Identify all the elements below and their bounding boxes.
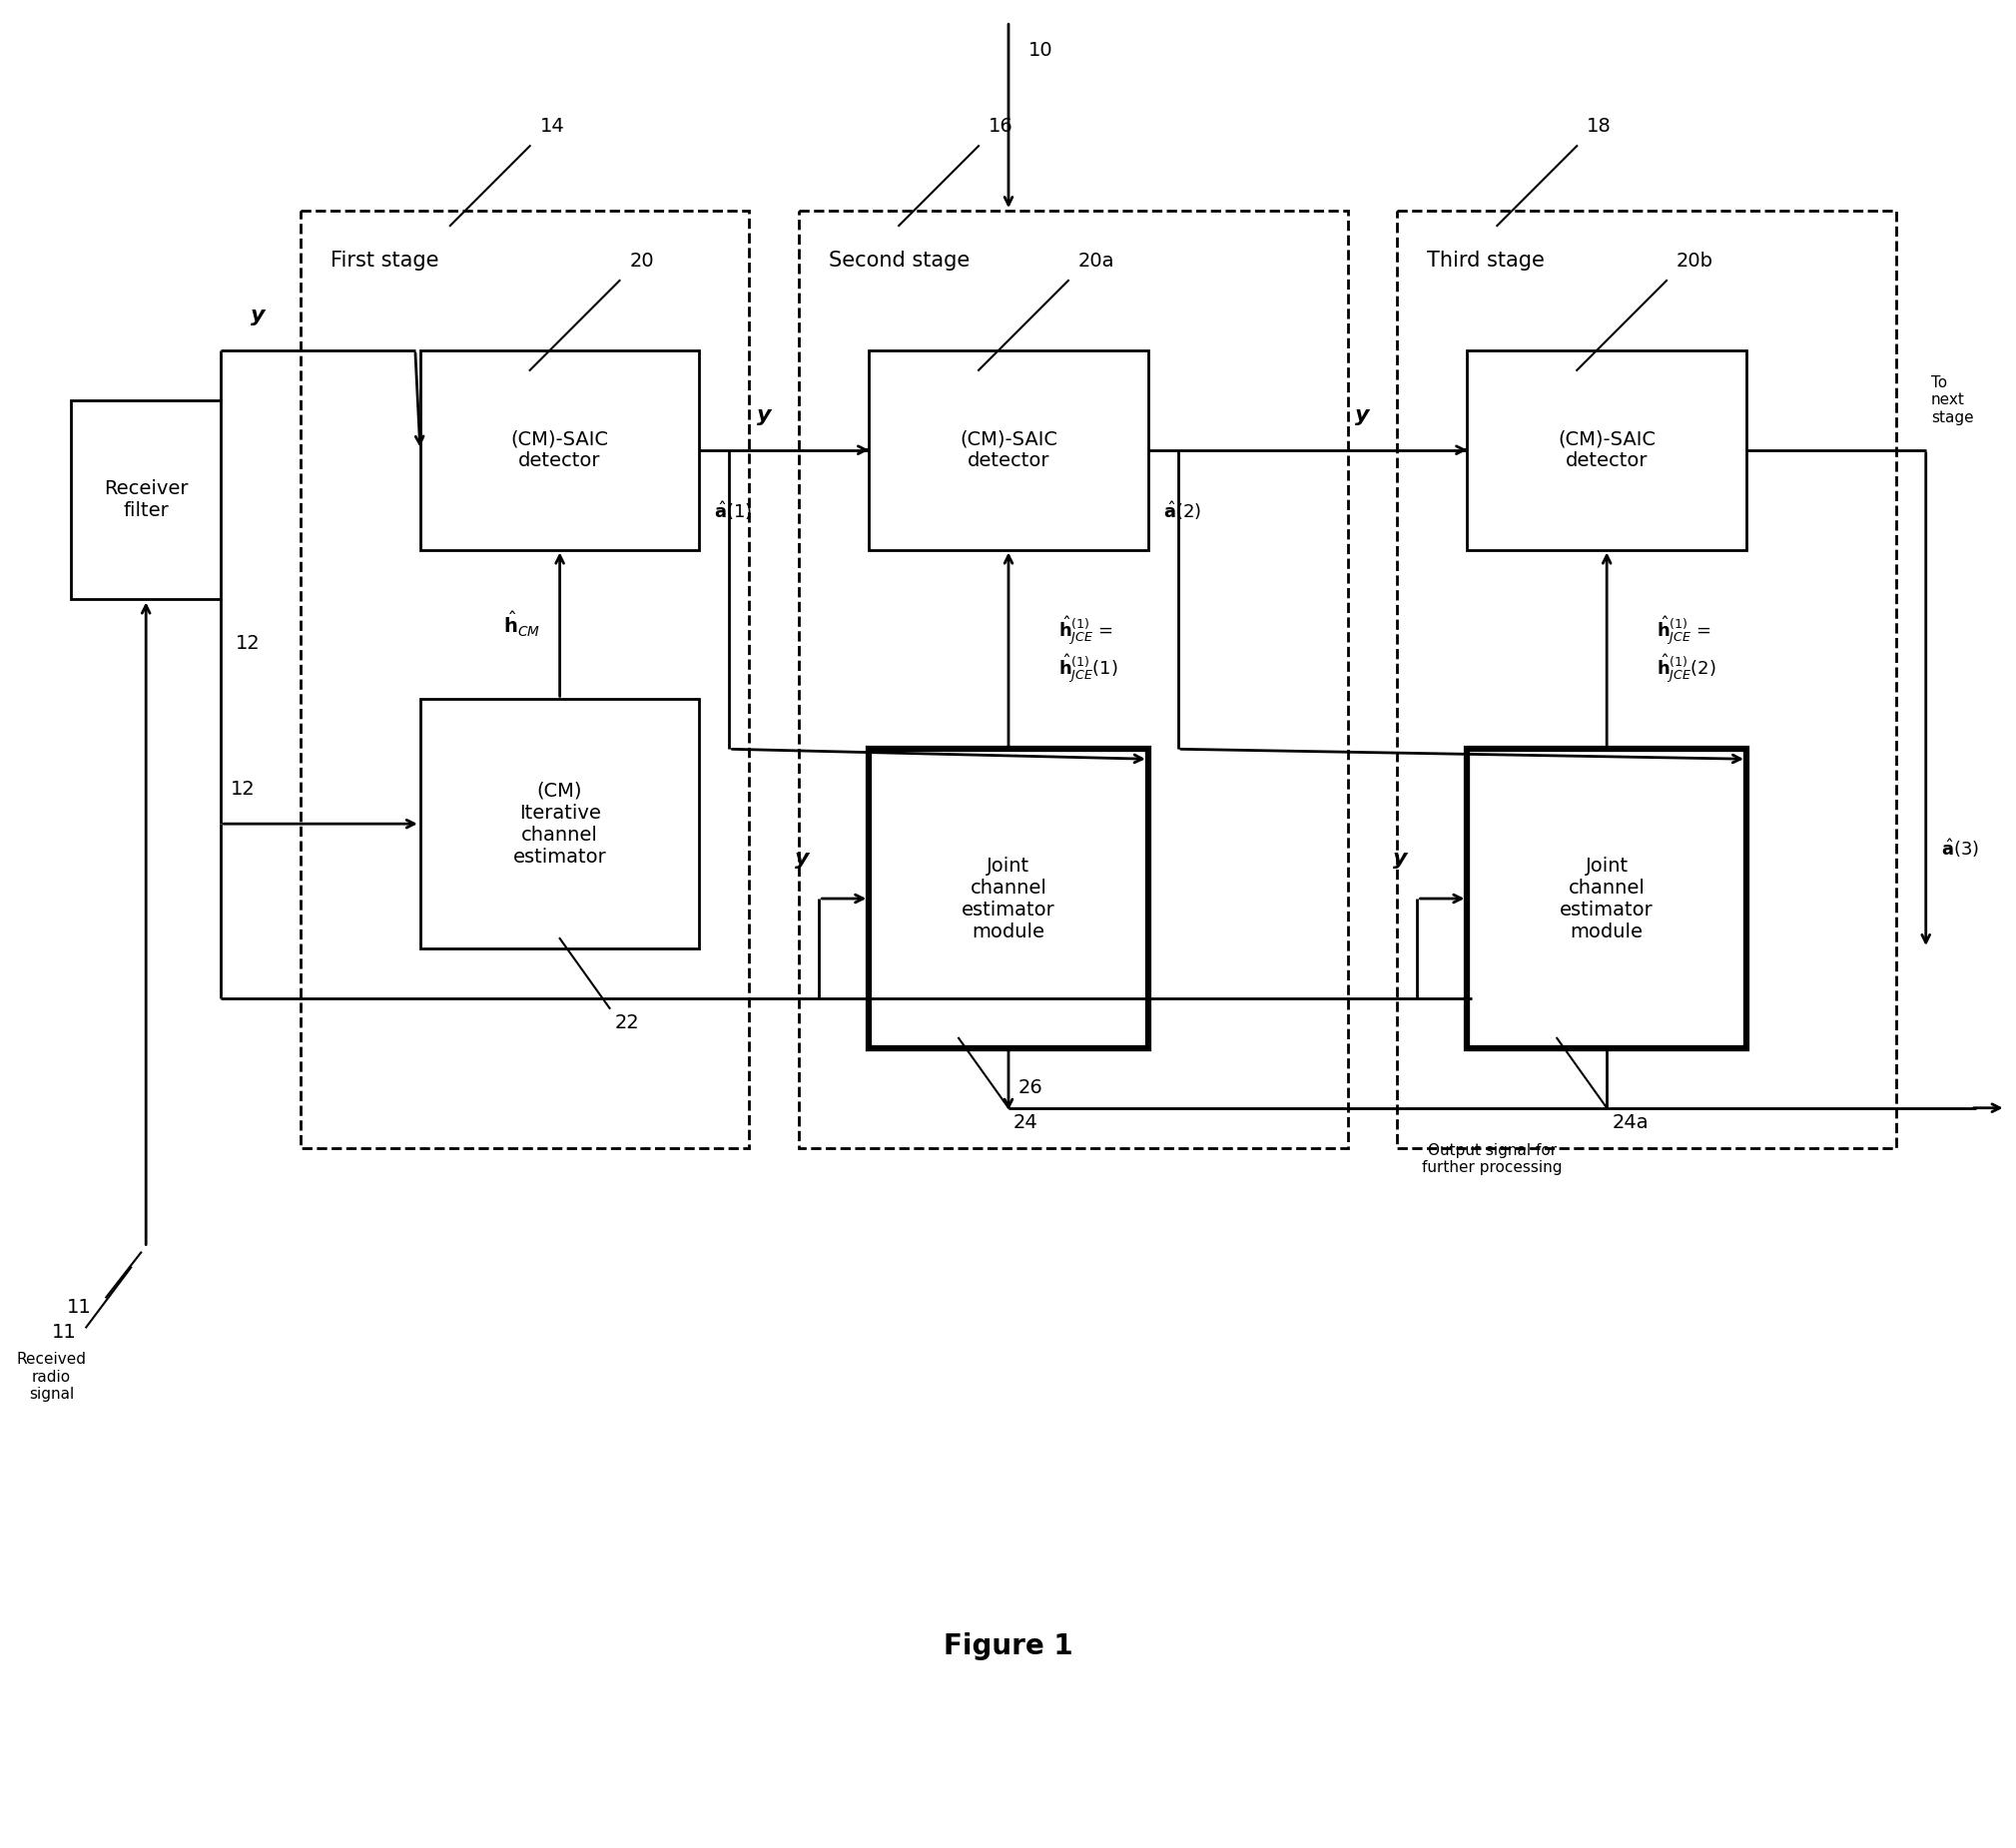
Bar [869, 351, 1147, 549]
Text: Output signal for
further processing: Output signal for further processing [1421, 1142, 1562, 1175]
Text: 11: 11 [52, 1323, 77, 1342]
Text: $\hat{\mathbf{a}}$(1): $\hat{\mathbf{a}}$(1) [714, 499, 752, 523]
Text: 20b: 20b [1677, 251, 1714, 270]
Text: Second stage: Second stage [829, 251, 970, 270]
Text: 22: 22 [615, 1013, 639, 1033]
Text: $\hat{\mathbf{a}}$(3): $\hat{\mathbf{a}}$(3) [1941, 837, 1980, 859]
Text: $\hat{\mathbf{a}}$(2): $\hat{\mathbf{a}}$(2) [1163, 499, 1202, 523]
Text: Figure 1: Figure 1 [943, 1632, 1073, 1660]
Text: Received
radio
signal: Received radio signal [16, 1353, 87, 1403]
Text: 26: 26 [1018, 1077, 1042, 1098]
Text: 10: 10 [1028, 41, 1052, 61]
Text: (CM)-SAIC
detector: (CM)-SAIC detector [510, 429, 609, 471]
Text: y: y [1393, 848, 1407, 869]
Text: (CM)-SAIC
detector: (CM)-SAIC detector [1558, 429, 1655, 471]
Text: y: y [794, 848, 808, 869]
Text: 18: 18 [1587, 116, 1611, 137]
Text: 24a: 24a [1611, 1112, 1649, 1131]
Text: 14: 14 [540, 116, 564, 137]
Text: Third stage: Third stage [1427, 251, 1544, 270]
Bar [1468, 748, 1746, 1048]
Text: Receiver
filter: Receiver filter [103, 479, 187, 521]
Text: $\hat{\mathbf{h}}_{CM}$: $\hat{\mathbf{h}}_{CM}$ [502, 610, 540, 639]
Text: y: y [1355, 405, 1369, 425]
Text: 11: 11 [67, 1297, 91, 1318]
Text: (CM)-SAIC
detector: (CM)-SAIC detector [960, 429, 1058, 471]
Text: y: y [250, 305, 266, 325]
Bar [419, 351, 700, 549]
Text: Joint
channel
estimator
module: Joint channel estimator module [962, 856, 1054, 941]
Bar [869, 748, 1147, 1048]
Bar [419, 699, 700, 948]
Text: 12: 12 [230, 780, 256, 798]
Text: 12: 12 [236, 634, 260, 654]
Bar [71, 401, 222, 599]
Bar [1397, 211, 1895, 1148]
Text: 20: 20 [629, 251, 653, 270]
Text: $\hat{\mathbf{h}}_{JCE}^{(1)}$ =
$\hat{\mathbf{h}}_{JCE}^{(1)}$(2): $\hat{\mathbf{h}}_{JCE}^{(1)}$ = $\hat{\… [1657, 614, 1716, 684]
Text: Joint
channel
estimator
module: Joint channel estimator module [1560, 856, 1653, 941]
Text: 16: 16 [988, 116, 1014, 137]
Bar [1468, 351, 1746, 549]
Bar [300, 211, 750, 1148]
Text: First stage: First stage [331, 251, 439, 270]
Text: To
next
stage: To next stage [1931, 375, 1974, 425]
Text: 20a: 20a [1079, 251, 1115, 270]
Bar [798, 211, 1347, 1148]
Text: 24: 24 [1014, 1112, 1038, 1131]
Text: y: y [756, 405, 772, 425]
Text: $\hat{\mathbf{h}}_{JCE}^{(1)}$ =
$\hat{\mathbf{h}}_{JCE}^{(1)}$(1): $\hat{\mathbf{h}}_{JCE}^{(1)}$ = $\hat{\… [1058, 614, 1119, 684]
Text: (CM)
Iterative
channel
estimator: (CM) Iterative channel estimator [512, 782, 607, 867]
